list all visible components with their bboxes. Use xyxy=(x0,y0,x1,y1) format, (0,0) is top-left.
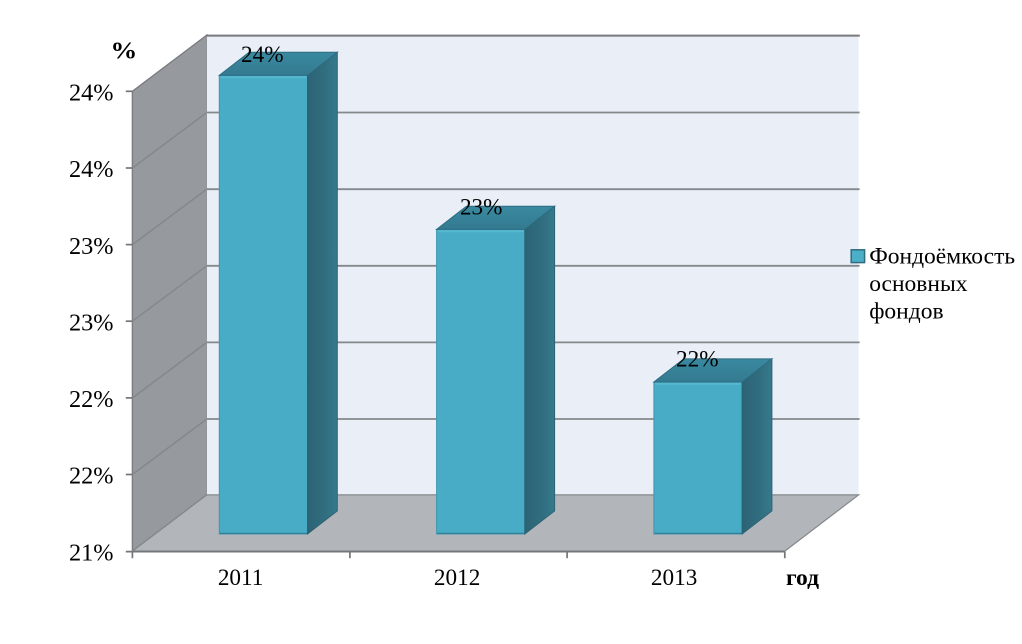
svg-text:22%: 22% xyxy=(69,386,114,413)
svg-text:год: год xyxy=(786,565,819,591)
svg-text:2013: 2013 xyxy=(651,565,697,591)
svg-text:фондов: фондов xyxy=(869,299,943,325)
svg-text:21%: 21% xyxy=(69,539,114,566)
svg-text:23%: 23% xyxy=(69,309,114,336)
svg-text:23%: 23% xyxy=(69,233,114,260)
svg-text:%: % xyxy=(110,36,137,64)
svg-text:2011: 2011 xyxy=(218,565,264,591)
svg-text:2012: 2012 xyxy=(434,565,480,591)
svg-text:23%: 23% xyxy=(460,194,503,220)
svg-text:Фондоёмкость: Фондоёмкость xyxy=(869,244,1015,270)
svg-text:22%: 22% xyxy=(69,463,114,490)
svg-text:24%: 24% xyxy=(69,156,114,183)
svg-text:24%: 24% xyxy=(241,42,284,68)
svg-text:24%: 24% xyxy=(69,80,114,107)
svg-text:22%: 22% xyxy=(676,347,719,373)
svg-text:основных: основных xyxy=(869,271,968,297)
